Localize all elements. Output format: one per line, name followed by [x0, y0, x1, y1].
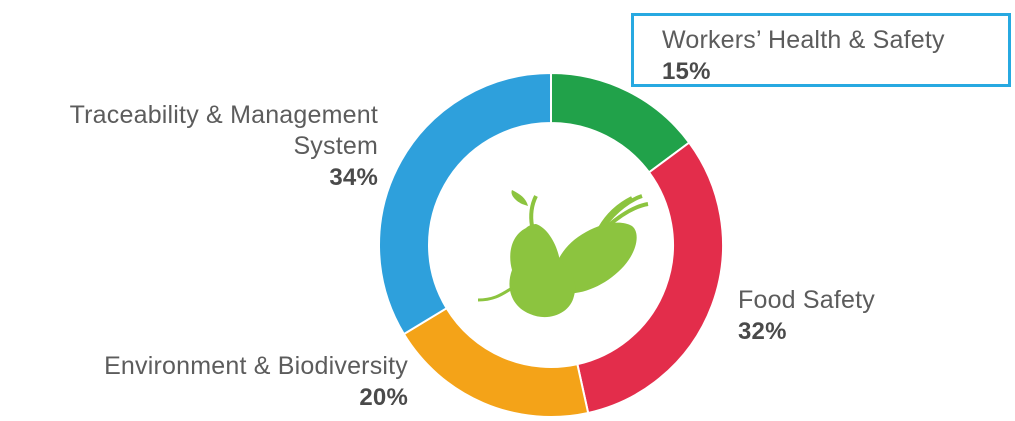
label-environment-biodiversity: Environment & Biodiversity 20% — [0, 351, 408, 413]
slice-label-name: Environment & Biodiversity — [104, 352, 408, 380]
slice-label-percent: 15% — [662, 58, 711, 85]
slice-label-percent: 34% — [329, 164, 378, 191]
donut-slice-food-safety — [576, 141, 724, 415]
highlight-callout-box — [631, 13, 1011, 87]
label-traceability-management: Traceability & Management System 34% — [0, 100, 378, 193]
slice-label-name-line1: Traceability & Management — [69, 101, 378, 129]
donut-slice-environment-biodiversity — [402, 306, 590, 418]
label-food-safety: Food Safety 32% — [738, 285, 875, 347]
vegetable-icon — [477, 190, 649, 318]
donut-slice-traceability-management-system — [378, 71, 552, 336]
label-workers-health-safety: Workers’ Health & Safety 15% — [662, 25, 945, 87]
slice-label-name-line2: System — [293, 132, 378, 160]
slice-label-percent: 20% — [359, 384, 408, 411]
slice-label-percent: 32% — [738, 318, 787, 345]
donut-slices — [378, 71, 724, 418]
slice-label-name: Food Safety — [738, 286, 876, 314]
slice-label-name: Workers’ Health & Safety — [662, 26, 945, 54]
